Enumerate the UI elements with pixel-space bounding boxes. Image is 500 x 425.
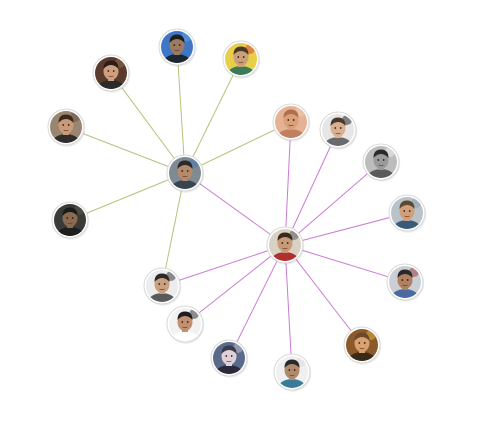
node-hub-2[interactable] (266, 226, 305, 274)
edge-hub-2-person-15 (161, 244, 286, 287)
edge-hub-1-person-6 (184, 121, 292, 174)
edge-hub-2-person-12 (284, 244, 293, 373)
node-person-9[interactable] (388, 194, 427, 242)
edge-hub-2-person-13 (228, 244, 286, 359)
avatar-photo-person-9 (391, 197, 423, 229)
avatar-photo-person-7 (322, 114, 354, 146)
avatar-photo-person-12 (276, 356, 308, 388)
avatar-photo-person-5 (54, 204, 86, 236)
edge-layer (65, 46, 408, 373)
avatar-photo-person-4 (50, 111, 82, 143)
node-layer (47, 28, 427, 401)
avatar-photo-hub-2 (269, 229, 301, 261)
avatar-photo-person-1 (161, 31, 193, 63)
avatar-photo-person-13 (213, 342, 245, 374)
avatar-photo-person-2 (225, 43, 257, 75)
edge-hub-2-person-10 (284, 244, 406, 283)
avatar-photo-person-6 (275, 106, 307, 138)
edge-hub-2-person-14 (184, 244, 286, 325)
edge-hub-1-person-4 (65, 126, 186, 174)
node-person-1[interactable] (158, 28, 197, 76)
node-person-14[interactable] (166, 305, 205, 353)
avatar-photo-person-14 (169, 308, 201, 340)
avatar-photo-hub-1 (169, 157, 201, 189)
edge-hub-2-person-9 (284, 212, 408, 246)
node-person-8[interactable] (362, 143, 401, 191)
avatar-photo-person-8 (365, 146, 397, 178)
node-person-4[interactable] (47, 108, 86, 156)
edge-hub-1-person-15 (161, 172, 186, 287)
edge-hub-2-person-6 (284, 121, 292, 246)
node-person-5[interactable] (51, 201, 90, 249)
avatar-photo-person-3 (95, 57, 127, 89)
avatar-photo-person-15 (146, 270, 178, 302)
edge-hub-1-person-5 (69, 172, 186, 221)
avatar-photo-person-11 (346, 329, 378, 361)
edge-hub-1-person-1 (176, 46, 186, 174)
edge-hub-1-hub-2 (184, 172, 286, 246)
node-hub-1[interactable] (166, 154, 205, 202)
edge-hub-2-person-7 (284, 129, 339, 246)
edge-hub-2-person-11 (284, 244, 363, 346)
node-person-15[interactable] (143, 267, 182, 315)
node-person-13[interactable] (210, 339, 249, 387)
node-person-11[interactable] (343, 326, 382, 374)
edge-hub-1-person-3 (110, 72, 186, 174)
node-person-12[interactable] (273, 353, 312, 401)
avatar-photo-person-10 (389, 266, 421, 298)
node-person-6[interactable] (272, 103, 311, 151)
edge-hub-2-person-8 (284, 161, 382, 246)
edge-hub-1-person-2 (184, 58, 242, 174)
node-person-3[interactable] (92, 54, 131, 102)
node-person-7[interactable] (319, 111, 358, 159)
node-person-2[interactable] (222, 40, 261, 88)
node-person-10[interactable] (386, 263, 425, 311)
